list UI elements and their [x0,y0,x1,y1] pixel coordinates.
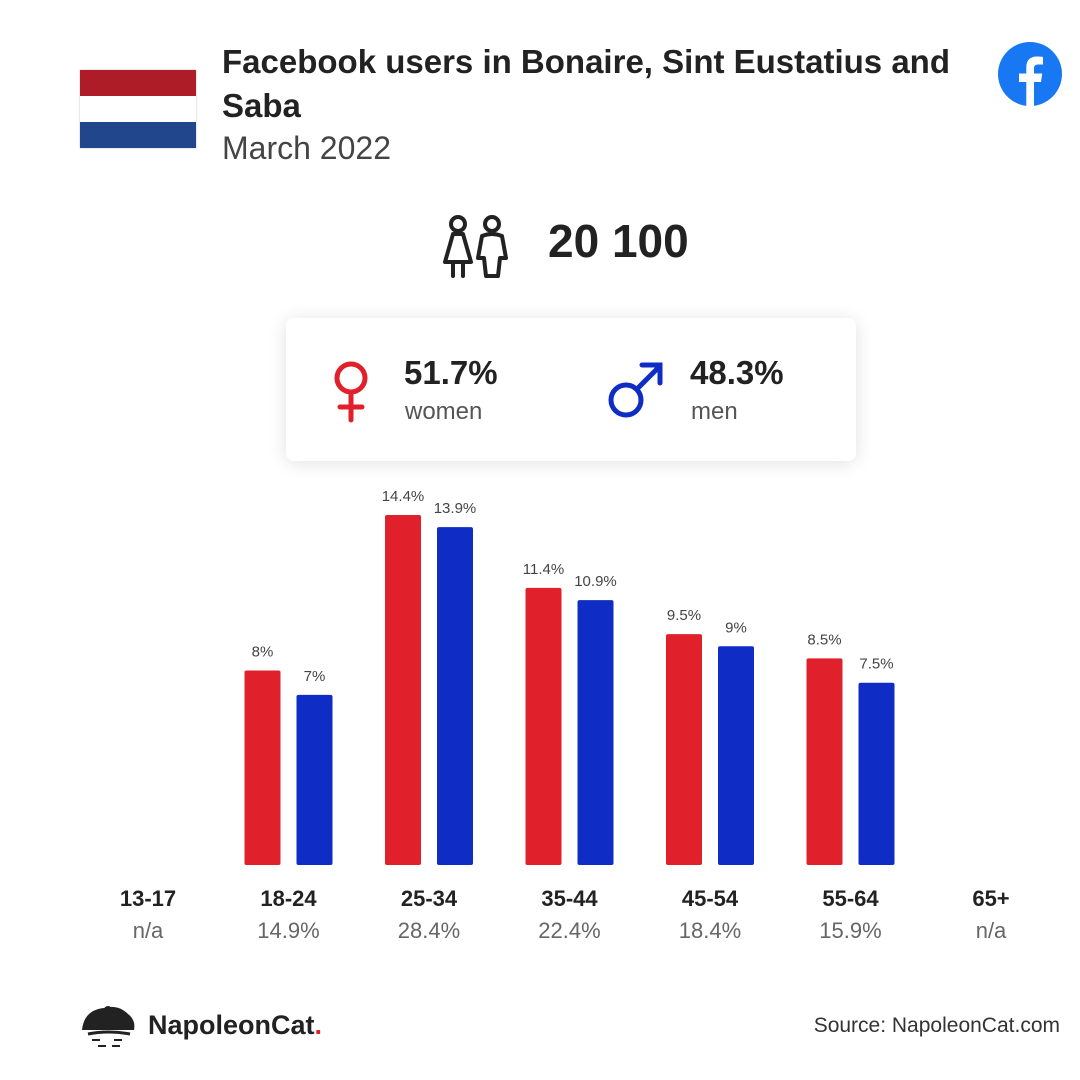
gender-card [286,318,856,461]
category-total-18-24: 14.9% [257,918,319,943]
facebook-icon [998,42,1062,106]
category-total-35-44: 22.4% [538,918,600,943]
category-total-45-54: 18.4% [679,918,741,943]
category-label-45-54: 45-54 [682,886,739,911]
data-label-men-35-44: 10.9% [574,573,617,590]
age-gender-bar-chart: 13-17 n/a 8% 7% 18-24 14.9% 14.4% 13.9% 25-34 28.… [120,488,1010,943]
data-label-women-55-64: 8.5% [807,631,841,648]
category-label-25-34: 25-34 [401,886,458,911]
category-label-35-44: 35-44 [541,886,598,911]
category-total-13-17: n/a [133,918,164,943]
data-label-men-45-54: 9% [725,619,747,636]
category-total-25-34: 28.4% [398,918,460,943]
page-title: Facebook users in Bonaire, Sint Eustatiu… [222,43,950,124]
bar-women-55-64 [806,658,843,865]
category-label-55-64: 55-64 [822,886,879,911]
data-label-women-35-44: 11.4% [523,561,564,578]
data-label-men-18-24: 7% [304,668,326,685]
flag-stripe-red [80,70,196,96]
bar-women-45-54 [666,634,702,865]
logo-dot: . [314,1010,323,1040]
bar-men-18-24 [296,694,333,865]
data-label-women-45-54: 9.5% [667,607,701,624]
bar-men-35-44 [577,600,614,865]
category-label-18-24: 18-24 [260,886,317,911]
bar-women-18-24 [244,670,281,865]
women-label: women [405,398,483,425]
bar-women-25-34 [385,515,421,865]
bar-men-55-64 [858,682,895,865]
flag-stripe-blue [80,122,196,148]
men-label: men [691,398,738,425]
category-total-55-64: 15.9% [819,918,881,943]
category-label-65+: 65+ [972,886,1009,911]
female-symbol-icon [334,361,368,423]
source-credit: Source: NapoleonCat.com [813,1014,1060,1037]
data-label-women-25-34: 14.4% [382,488,425,505]
page-subtitle: March 2022 [222,130,391,166]
netherlands-flag-icon [80,70,196,148]
women-percent: 51.7% [404,354,498,391]
data-label-women-18-24: 8% [252,644,274,661]
users-icon [443,215,508,278]
men-percent: 48.3% [690,354,784,391]
data-label-men-25-34: 13.9% [434,500,477,517]
napoleoncat-logo-text: NapoleonCat. [148,1010,322,1041]
flag-stripe-white [80,96,196,122]
napoleoncat-logo-icon [82,1006,135,1047]
category-label-13-17: 13-17 [120,886,176,911]
bar-women-35-44 [525,587,562,865]
bar-men-25-34 [437,527,473,865]
male-symbol-icon [608,362,663,418]
total-users-value: 20 100 [548,215,689,267]
logo-name: NapoleonCat [148,1010,315,1040]
data-label-men-55-64: 7.5% [859,656,893,673]
category-total-65+: n/a [976,918,1007,943]
bar-men-45-54 [718,646,754,865]
